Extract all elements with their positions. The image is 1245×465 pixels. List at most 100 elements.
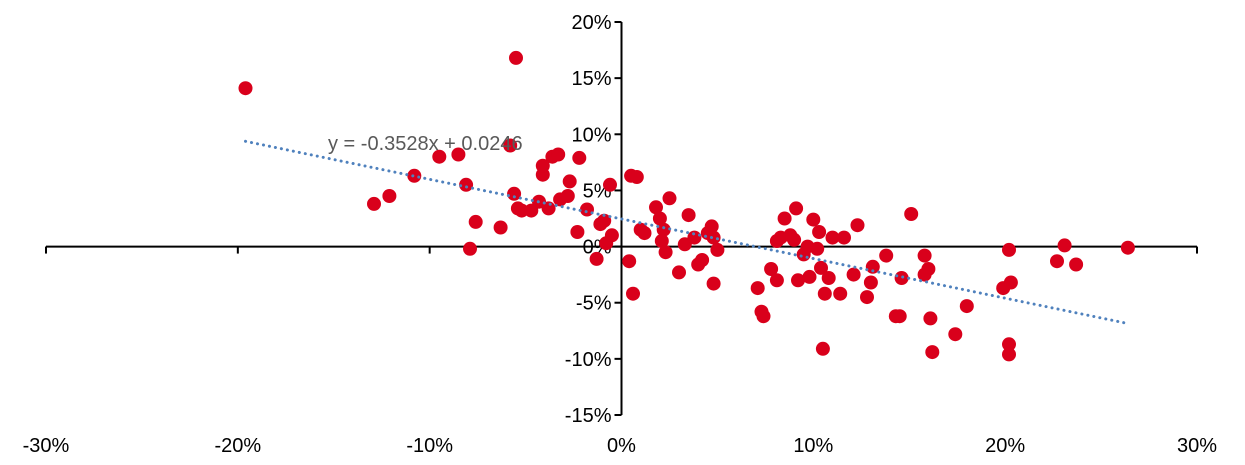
- data-point: [463, 241, 477, 256]
- data-points: [238, 50, 1135, 362]
- trendline-equation: y = -0.3528x + 0.0246: [328, 133, 523, 155]
- data-point: [629, 170, 644, 184]
- data-point: [451, 147, 466, 162]
- data-point: [1057, 238, 1072, 253]
- data-point: [1069, 257, 1084, 272]
- data-point: [777, 211, 792, 226]
- data-point: [503, 138, 518, 153]
- x-axis-ticks: -30% -20% -10% 0% 10% 20% 30%: [23, 246, 1217, 457]
- data-point: [917, 248, 932, 263]
- y-tick-label: 10%: [571, 124, 611, 146]
- data-point: [593, 217, 608, 232]
- data-point: [695, 253, 710, 267]
- data-point: [756, 309, 771, 324]
- data-point: [860, 290, 874, 305]
- data-point: [791, 273, 805, 288]
- y-tick-label: 15%: [571, 68, 611, 90]
- data-point: [367, 196, 381, 211]
- data-point: [904, 207, 919, 221]
- data-point: [649, 200, 663, 215]
- y-tick-label: 20%: [571, 12, 611, 34]
- data-point: [789, 201, 804, 216]
- data-point: [656, 222, 671, 237]
- data-point: [562, 174, 577, 189]
- data-point: [637, 226, 652, 241]
- data-point: [925, 345, 940, 360]
- data-point: [959, 299, 974, 314]
- x-tick-label: -20%: [214, 435, 261, 457]
- data-point: [687, 230, 702, 245]
- data-point: [572, 150, 587, 165]
- data-point: [833, 286, 848, 301]
- data-point: [382, 189, 397, 203]
- data-point: [535, 158, 550, 173]
- data-point: [1002, 347, 1016, 362]
- x-tick-label: 30%: [1177, 435, 1217, 457]
- data-point: [1003, 275, 1018, 290]
- x-tick-label: 20%: [985, 435, 1025, 457]
- x-tick-label: 10%: [793, 435, 833, 457]
- data-point: [815, 341, 830, 356]
- data-point: [787, 232, 802, 247]
- data-point: [846, 267, 861, 282]
- data-point: [662, 191, 677, 206]
- y-axis-ticks: -15%-10%-5%0%5%10%15%20%: [565, 12, 622, 427]
- x-tick-label: -30%: [23, 435, 70, 457]
- data-point: [524, 203, 539, 218]
- data-point: [622, 254, 637, 269]
- data-point: [814, 260, 828, 275]
- y-tick-label: -10%: [565, 349, 612, 371]
- data-point: [238, 81, 253, 96]
- data-point: [706, 230, 721, 245]
- y-tick-label: -5%: [576, 293, 612, 315]
- data-point: [507, 186, 522, 201]
- data-point: [923, 311, 938, 326]
- data-point: [509, 50, 523, 65]
- data-point: [468, 214, 483, 229]
- data-point: [802, 269, 817, 284]
- x-tick-label: -10%: [406, 435, 453, 457]
- data-point: [672, 265, 686, 280]
- plot-area: -30% -20% -10% 0% 10% 20% 30% -15%-10%-5%0%5%1…: [23, 12, 1218, 457]
- data-point: [1120, 240, 1135, 255]
- data-point: [1050, 254, 1064, 269]
- data-point: [825, 230, 840, 245]
- data-point: [863, 275, 878, 290]
- data-point: [850, 218, 865, 233]
- data-point: [681, 208, 696, 223]
- data-point: [879, 248, 894, 263]
- data-point: [652, 211, 667, 226]
- data-point: [589, 251, 604, 266]
- data-point: [560, 189, 575, 203]
- data-point: [1002, 242, 1016, 257]
- x-tick-label: 0%: [607, 435, 636, 457]
- y-tick-label: -15%: [565, 405, 612, 427]
- data-point: [769, 273, 784, 288]
- trendline: [244, 139, 1130, 326]
- data-point: [493, 220, 508, 235]
- data-point: [917, 267, 932, 282]
- data-point: [750, 281, 765, 296]
- data-point: [865, 259, 880, 274]
- data-point: [948, 327, 963, 342]
- data-point: [806, 212, 821, 227]
- data-point: [892, 309, 907, 324]
- data-point: [704, 219, 719, 234]
- data-point: [570, 225, 585, 239]
- data-point: [1002, 337, 1016, 352]
- data-point: [764, 262, 779, 276]
- data-point: [459, 177, 474, 192]
- data-point: [432, 149, 447, 164]
- data-point: [603, 177, 617, 192]
- data-point: [821, 271, 836, 285]
- data-point: [626, 286, 640, 301]
- data-point: [810, 241, 825, 256]
- data-point: [654, 234, 669, 248]
- data-point: [551, 147, 566, 162]
- data-point: [706, 276, 721, 291]
- data-point: [837, 230, 851, 245]
- data-point: [812, 225, 827, 239]
- data-point: [580, 202, 594, 217]
- data-point: [817, 286, 832, 301]
